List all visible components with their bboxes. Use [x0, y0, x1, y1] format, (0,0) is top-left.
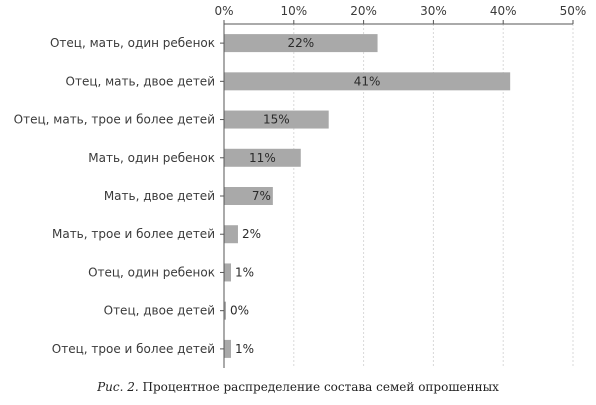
data-label: 1%	[235, 265, 254, 279]
data-label: 7%	[252, 189, 271, 203]
x-tick-label: 10%	[280, 4, 307, 18]
data-label: 41%	[354, 74, 381, 88]
x-tick-label: 50%	[560, 4, 587, 18]
data-label: 22%	[287, 36, 314, 50]
data-label: 11%	[249, 151, 276, 165]
bar	[224, 263, 231, 282]
bar	[224, 339, 231, 358]
category-label: Мать, один ребенок	[88, 151, 215, 165]
category-label: Мать, двое детей	[104, 189, 215, 203]
category-label: Отец, мать, трое и более детей	[14, 113, 215, 127]
category-label: Мать, трое и более детей	[52, 227, 215, 241]
caption-text: Процентное распределение состава семей о…	[138, 380, 499, 394]
category-label: Отец, трое и более детей	[52, 342, 215, 356]
bar	[224, 148, 301, 167]
figure-caption: Рис. 2. Процентное распределение состава…	[0, 380, 596, 394]
category-label: Отец, один ребенок	[88, 265, 215, 279]
data-label: 0%	[230, 304, 249, 318]
bar	[224, 72, 511, 91]
data-label: 2%	[242, 227, 261, 241]
figure-number: Рис. 2.	[97, 380, 139, 394]
category-label: Отец, двое детей	[104, 304, 215, 318]
bar-chart: 0% 10% 20% 30% 40% 50% Отец, мать, один ребено…	[14, 4, 587, 368]
x-tick-label: 30%	[420, 4, 447, 18]
bar	[224, 187, 273, 205]
data-label: 15%	[263, 113, 290, 127]
x-tick-label: 20%	[350, 4, 377, 18]
bar	[224, 225, 238, 244]
category-label: Отец, мать, двое детей	[66, 74, 215, 88]
data-label: 1%	[235, 342, 254, 356]
bar	[224, 301, 226, 320]
category-label: Отец, мать, один ребенок	[50, 36, 215, 50]
bar	[224, 34, 378, 53]
bar	[224, 110, 329, 129]
x-tick-label: 40%	[490, 4, 517, 18]
x-tick-label: 0%	[214, 4, 233, 18]
